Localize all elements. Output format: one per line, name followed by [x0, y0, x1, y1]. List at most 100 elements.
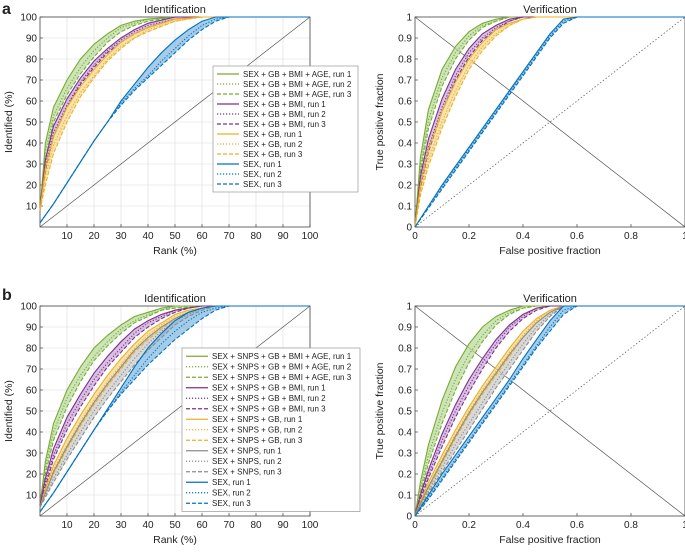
chart-2-legend-entry: SEX, run 1: [212, 478, 251, 487]
chart-2-legend-entry: SEX + SNPS + GB + BMI, run 2: [212, 394, 326, 403]
chart-0-ytick-label: 80: [26, 55, 38, 66]
panel-a-verification-chart: Verification 0 0.2 0.4 0.6 0.8 1 0 0.1 0.2 0.3 0.4 0…: [374, 4, 685, 257]
panel-b-verification-chart: Verification 0 0.2 0.4 0.6 0.8 1 0 0.1 0.2 0.3 0.4 0…: [374, 293, 685, 546]
chart-1-series-sex-gb-bmi-run-2: [414, 16, 685, 228]
chart-0-xtick-label: 70: [223, 231, 235, 242]
chart-3-ytick-label: 0.2: [398, 470, 412, 481]
chart-0-legend-entry: SEX + GB + BMI, run 2: [243, 110, 326, 119]
chart-3-series-sex-snps-gb-bmi-run-2: [414, 305, 685, 517]
chart-3-ytick-label: 0.3: [398, 449, 412, 460]
chart-0-series-sex-gb-bmi-run-2: [39, 16, 310, 211]
chart-3-xtick-label: 0.8: [624, 520, 638, 531]
chart-1-ytick-label: 0.5: [398, 118, 412, 129]
chart-1-ytick-label: 0.1: [398, 202, 412, 213]
chart-0-legend-entry: SEX, run 2: [243, 170, 282, 179]
chart-3-series-sex-snps-gb-bmi-age-run-3: [414, 305, 685, 517]
chart-2-legend-entry: SEX + SNPS, run 1: [212, 447, 282, 456]
chart-2-legend-entry: SEX + SNPS, run 2: [212, 457, 282, 466]
chart-2-ytick-label: 30: [26, 449, 38, 460]
chart-0-legend-entry: SEX + GB, run 1: [243, 130, 303, 139]
chart-0-xtick-label: 60: [196, 231, 208, 242]
chart-0-ytick-label: 10: [26, 202, 38, 213]
chart-1-ytick-label: 0.9: [398, 34, 412, 45]
chart-1-ytick-label: 0.3: [398, 160, 412, 171]
chart-3-xtick-label: 0: [412, 520, 418, 531]
chart-0-ylabel: Identified (%): [3, 91, 15, 153]
chart-2-xtick-label: 90: [277, 520, 289, 531]
chart-1-ytick-label: 0.6: [398, 97, 412, 108]
chart-0-ytick-label: 70: [26, 76, 38, 87]
chart-2-series-sex-snps-gb-bmi-age-run-3: [39, 305, 310, 506]
chart-1-ytick-label: 0.2: [398, 181, 412, 192]
chart-3-series-sex-snps-run-1: [414, 305, 685, 517]
chart-1-series-sex-run-3: [414, 16, 685, 228]
chart-2-legend-entry: SEX + SNPS + GB + BMI + AGE, run 3: [212, 373, 352, 382]
chart-2-series-sex-snps-gb-run-1: [39, 305, 310, 508]
chart-0-series-sex-run-3: [39, 16, 310, 224]
chart-1-ytick-label: 0.4: [398, 139, 412, 150]
chart-0-legend-entry: SEX + GB + BMI + AGE, run 2: [243, 80, 352, 89]
chart-3-ytick-label: 0.1: [398, 491, 412, 502]
chart-0-xlabel: Rank (%): [153, 245, 197, 257]
chart-0-legend-entry: SEX + GB + BMI, run 1: [243, 100, 326, 109]
chart-0-ytick-label: 20: [26, 181, 38, 192]
chart-3-series-sex-run-2: [414, 305, 685, 517]
chart-3-series-sex-run-3: [414, 305, 685, 517]
chart-2-series-sex-snps-gb-bmi-age-run-1: [39, 305, 310, 506]
chart-2-xtick-label: 100: [302, 520, 319, 531]
chart-0-legend-entry: SEX, run 1: [243, 160, 282, 169]
chart-0-xtick-label: 50: [169, 231, 181, 242]
chart-1-series-sex-run-2: [414, 16, 685, 228]
chart-2-series-sex-snps-run-2: [39, 305, 310, 508]
panel-b-identification-chart: Identification 10 20 30 40 50 60 70 80 90 100 10 20 3…: [3, 293, 361, 546]
chart-2-xtick-label: 60: [196, 520, 208, 531]
chart-0-legend-box: [212, 65, 359, 193]
chart-1-xtick-label: 0: [412, 231, 418, 242]
chart-3-ytick-label: 0.5: [398, 407, 412, 418]
chart-2-ytick-label: 60: [26, 386, 38, 397]
chart-0-legend-entry: SEX, run 3: [243, 180, 282, 189]
chart-2-ytick-label: 80: [26, 344, 38, 355]
chart-2-legend-entry: SEX + SNPS, run 3: [212, 468, 282, 477]
chart-3-xtick-label: 0.4: [516, 520, 530, 531]
chart-2-legend-entry: SEX + SNPS + GB + BMI + AGE, run 2: [212, 363, 352, 372]
chart-0-legend-entry: SEX + GB + BMI + AGE, run 1: [243, 70, 352, 79]
chart-3-xtick-label: 0.2: [462, 520, 476, 531]
chart-0-legend-entry: SEX + GB + BMI, run 3: [243, 120, 326, 129]
chart-3-ytick-label: 1: [406, 302, 412, 313]
chart-3-title: Verification: [523, 293, 577, 305]
chart-2-ytick-label: 10: [26, 491, 38, 502]
chart-1-ytick-label: 0.7: [398, 76, 412, 87]
chart-1-series-sex-gb-run-3: [414, 16, 685, 228]
chart-1-title: Verification: [523, 4, 577, 16]
chart-0-ytick-label: 30: [26, 160, 38, 171]
chart-2-ytick-label: 20: [26, 470, 38, 481]
chart-2-legend-entry: SEX + SNPS + GB + BMI, run 3: [212, 405, 326, 414]
chart-0-chance-line: [39, 16, 311, 228]
chart-3-chance-line: [414, 305, 685, 517]
chart-0-legend-entry: SEX + GB + BMI + AGE, run 3: [243, 90, 352, 99]
chart-2-legend-entry: SEX, run 2: [212, 489, 251, 498]
chart-0-ytick-label: 60: [26, 97, 38, 108]
chart-0-ytick-label: 100: [20, 13, 37, 24]
chart-2-xtick-label: 30: [115, 520, 127, 531]
chart-1-xtick-label: 1: [682, 231, 685, 242]
chart-0-ytick-label: 50: [26, 118, 38, 129]
chart-0-xtick-label: 40: [142, 231, 154, 242]
chart-0-title: Identification: [144, 4, 206, 16]
chart-2-xtick-label: 10: [61, 520, 73, 531]
chart-2-ytick-label: 50: [26, 407, 38, 418]
chart-1-ytick-label: 0.8: [398, 55, 412, 66]
chart-0-xtick-label: 10: [61, 231, 73, 242]
panel-letter-b: b: [2, 287, 12, 304]
chart-3-xlabel: False positive fraction: [499, 534, 601, 546]
chart-2-legend-entry: SEX + SNPS + GB, run 2: [212, 426, 303, 435]
panel-a-identification-chart: Identification 10 20 30 40 50 60 70 80 90 100 10 20 3…: [3, 4, 359, 257]
chart-2-ytick-label: 70: [26, 365, 38, 376]
chart-2-xtick-label: 20: [88, 520, 100, 531]
chart-2-xtick-label: 50: [169, 520, 181, 531]
chart-0-xtick-label: 100: [302, 231, 319, 242]
chart-1-xlabel: False positive fraction: [499, 245, 601, 257]
chart-2-xtick-label: 80: [250, 520, 262, 531]
chart-3-series-sex-run-1: [414, 305, 685, 517]
